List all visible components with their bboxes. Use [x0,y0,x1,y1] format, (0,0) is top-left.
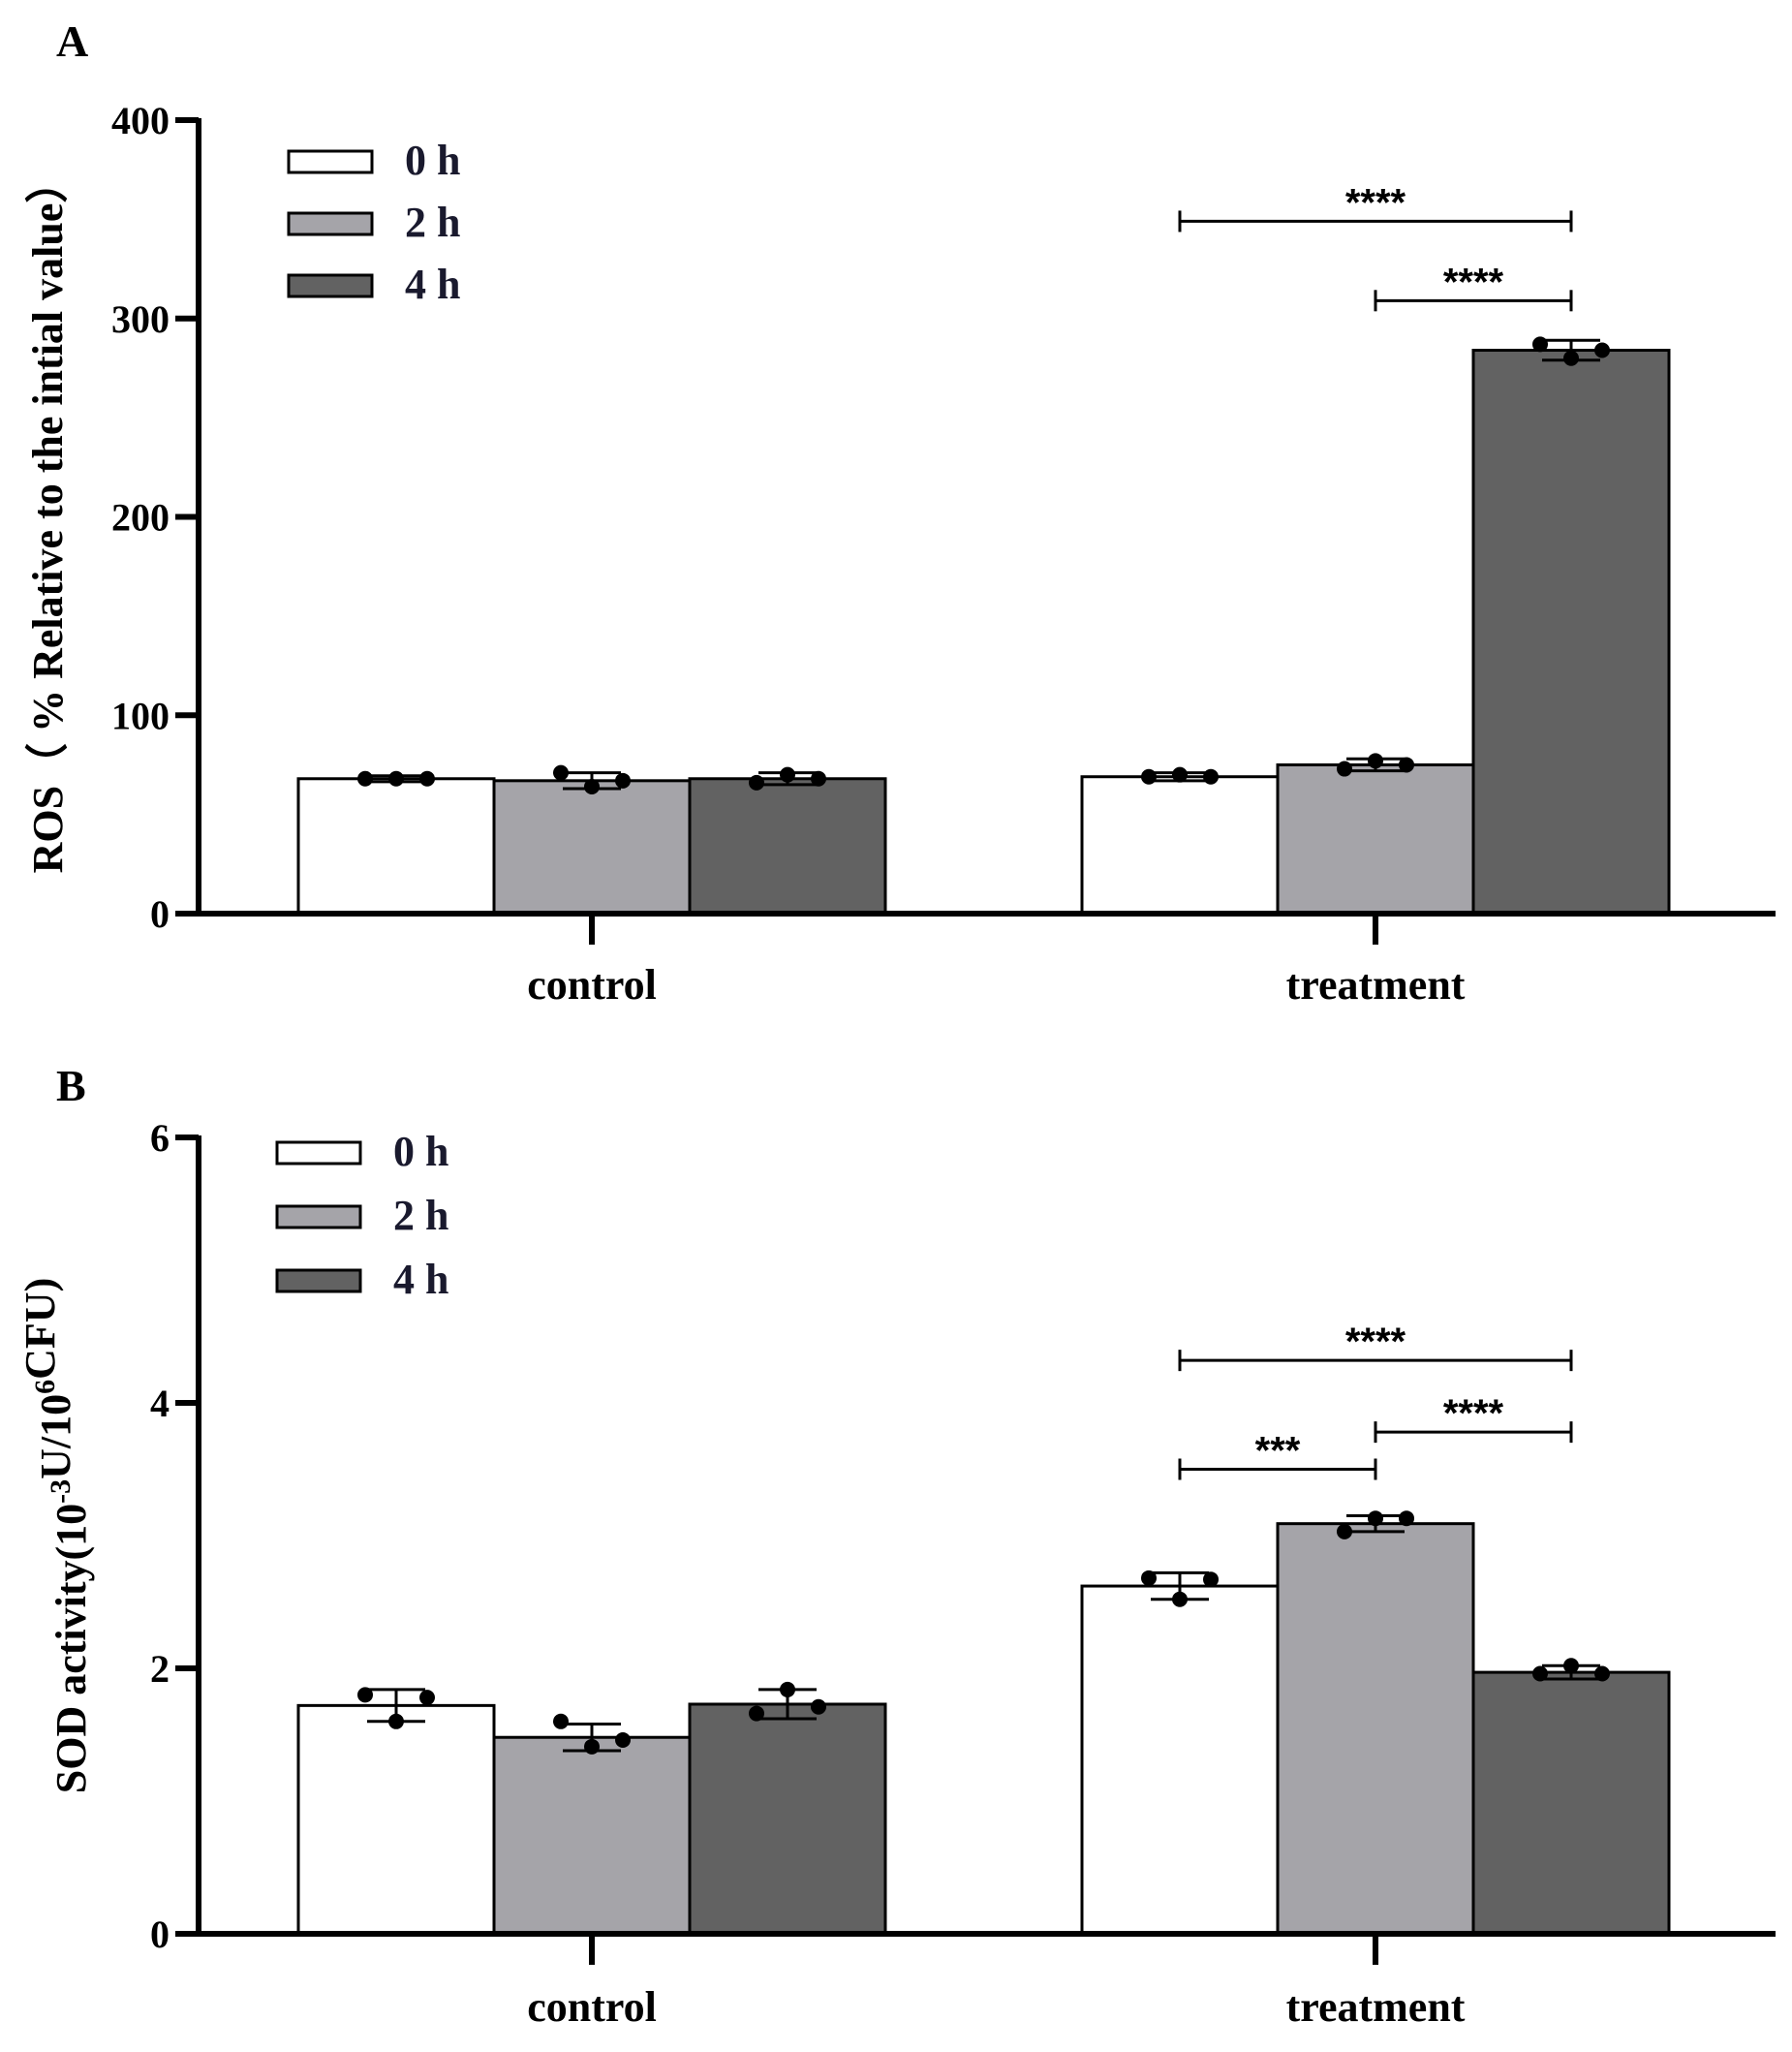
panel-b-legend-swatch [275,1268,362,1293]
panel-b-point [1141,1570,1157,1586]
panel-a-chart: A control treatment 0 100 200 300 400 **** **** 0… [24,16,1776,1009]
panel-b-significance-label: *** [1255,1430,1301,1473]
panel-b-point [1203,1571,1219,1588]
panel-a-point [811,770,826,787]
panel-b-y-tick-label: 2 [150,1647,170,1691]
panel-a-point [357,770,373,787]
panel-b-bar-control-2h [492,1735,692,1936]
panel-a-point [1532,336,1548,353]
panel-a-point [419,770,435,787]
panel-a-y-axis-label: ROS（ % Relative to the intial value） [24,161,72,874]
panel-a-point [388,770,404,787]
panel-b-point [1172,1591,1188,1607]
panel-a-point [1399,757,1414,773]
panel-b-legend-item: 4 h [275,1256,448,1303]
panel-b-point [357,1687,373,1703]
panel-a-category-label: treatment [1286,961,1466,1009]
panel-b-point [1594,1665,1610,1682]
panel-b-point [584,1738,600,1755]
panel-a-legend-item: 0 h [287,137,460,184]
panel-a-significance-label: **** [1443,261,1504,303]
panel-b-y-axis-label: SOD activity(10-3U/106CFU) [16,1278,95,1794]
panel-b-legend-swatch [275,1204,362,1229]
panel-b-y-tick-label: 6 [150,1116,170,1160]
panel-b-bar-control-4h [688,1702,887,1936]
panel-b-point [1532,1665,1548,1682]
panel-a-y-tick-label: 100 [111,694,170,737]
panel-b-bar-treatment-2h [1276,1522,1475,1936]
panel-b-letter: B [56,1061,86,1110]
panel-b-legend-item: 2 h [275,1192,448,1239]
panel-a-legend-label: 0 h [405,137,460,184]
panel-b-legend-label: 2 h [393,1192,448,1239]
panel-a-y-tick-label: 200 [111,496,170,540]
panel-b-point [553,1713,569,1729]
panel-b-point [419,1690,435,1706]
panel-a-y-tick-label: 300 [111,297,170,341]
panel-b-point [749,1705,764,1722]
panel-a-legend-item: 2 h [287,199,460,246]
panel-b-point [1337,1523,1352,1539]
panel-b-bar-control-0h [296,1703,496,1936]
panel-a-point [1172,766,1188,783]
panel-b-significance-bracket: *** [1178,1430,1377,1480]
panel-a-letter: A [56,16,88,66]
panel-a-bar-control-4h [688,777,887,916]
panel-b-bar-treatment-4h [1471,1670,1671,1936]
panel-b-y-tick-label: 4 [150,1382,170,1425]
panel-b-significance-bracket: **** [1374,1392,1573,1444]
panel-a-legend-swatch [287,149,374,174]
panel-b-legend-label: 0 h [393,1128,448,1175]
panel-b-legend-item: 0 h [275,1128,448,1175]
panel-b-point [811,1698,826,1715]
panel-a-bar-control-2h [492,779,692,916]
panel-a-point [1141,768,1157,785]
panel-b-bar-treatment-0h [1080,1584,1280,1936]
panel-a-significance-bracket: **** [1178,181,1573,233]
panel-b-significance-label: **** [1345,1321,1406,1363]
panel-a-point [1337,761,1352,777]
panel-b-point [1399,1510,1414,1527]
panel-a-y-tick-label: 400 [111,99,170,142]
panel-b-category-label: treatment [1286,1983,1466,2031]
panel-a-significance-label: **** [1345,181,1406,224]
panel-a-point [780,766,795,783]
panel-a-bar-treatment-0h [1080,775,1280,916]
panel-b-y-tick-label: 0 [150,1912,170,1956]
panel-a-bar-control-0h [296,777,496,916]
panel-a-legend-swatch [287,211,374,236]
panel-a-bar-treatment-2h [1276,762,1475,916]
panel-a-legend-swatch [287,273,374,298]
panel-b-point [388,1713,404,1729]
panel-b-significance-bracket: **** [1178,1321,1573,1372]
panel-a-legend-label: 2 h [405,199,460,246]
panel-b-point [615,1731,631,1748]
panel-b-legend-label: 4 h [393,1256,448,1303]
panel-a-bar-treatment-4h [1471,349,1671,916]
panel-a-point [1563,350,1579,366]
panel-b-category-label: control [527,1983,657,2031]
panel-b-point [780,1681,795,1697]
panel-a-point [1203,768,1219,785]
panel-b-significance-label: **** [1443,1392,1504,1435]
panel-a-y-tick-label: 0 [150,892,170,936]
panel-b-legend-swatch [275,1140,362,1166]
panel-a-point [1594,342,1610,358]
panel-b-point [1563,1658,1579,1674]
panel-b-point [1368,1510,1383,1527]
panel-a-category-label: control [527,961,657,1009]
panel-a-significance-bracket: **** [1374,261,1573,312]
panel-a-point [584,778,600,794]
panel-a-point [615,772,631,789]
panel-a-legend-label: 4 h [405,261,460,308]
panel-a-point [1368,753,1383,769]
panel-a-point [553,764,569,781]
panel-a-legend-item: 4 h [287,261,460,308]
panel-a-point [749,774,764,791]
